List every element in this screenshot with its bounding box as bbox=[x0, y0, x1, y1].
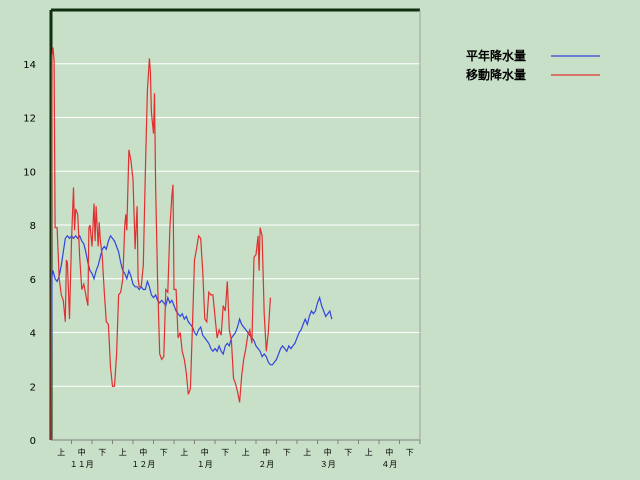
y-tick-label: 8 bbox=[30, 221, 36, 232]
y-tick-label: 10 bbox=[23, 167, 36, 178]
moving-precipitation-line bbox=[50, 47, 271, 441]
x-sub-label: 下 bbox=[406, 448, 414, 457]
y-tick-label: 2 bbox=[30, 382, 36, 393]
legend-label: 平年降水量 bbox=[466, 48, 526, 63]
x-sub-label: 下 bbox=[160, 448, 168, 457]
x-sub-label: 中 bbox=[385, 447, 393, 457]
x-sub-label: 上 bbox=[57, 448, 65, 457]
y-tick-label: 12 bbox=[23, 114, 36, 125]
legend-label: 移動降水量 bbox=[466, 67, 526, 82]
x-sub-label: 上 bbox=[242, 448, 250, 457]
normal-precipitation-line bbox=[50, 234, 333, 441]
x-month-label: ２月 bbox=[258, 460, 274, 469]
x-sub-label: 下 bbox=[344, 448, 352, 457]
x-sub-label: 下 bbox=[283, 448, 291, 457]
x-sub-label: 中 bbox=[201, 447, 209, 457]
x-sub-label: 上 bbox=[365, 448, 373, 457]
x-sub-label: 上 bbox=[303, 448, 311, 457]
x-month-label: １月 bbox=[197, 460, 213, 469]
x-sub-label: 中 bbox=[324, 447, 332, 457]
x-sub-label: 上 bbox=[180, 448, 188, 457]
x-month-label: １２月 bbox=[131, 460, 155, 469]
x-sub-label: 中 bbox=[262, 447, 270, 457]
x-sub-label: 下 bbox=[221, 448, 229, 457]
x-sub-label: 上 bbox=[119, 448, 127, 457]
x-sub-label: 下 bbox=[98, 448, 106, 457]
x-month-label: ３月 bbox=[320, 460, 336, 469]
y-tick-label: 4 bbox=[30, 329, 36, 340]
y-tick-label: 14 bbox=[23, 60, 36, 71]
x-month-label: １１月 bbox=[70, 460, 94, 469]
y-tick-label: 6 bbox=[30, 275, 36, 286]
x-month-label: ４月 bbox=[381, 460, 397, 469]
x-sub-label: 中 bbox=[139, 447, 147, 457]
y-tick-label: 0 bbox=[30, 436, 36, 447]
x-sub-label: 中 bbox=[78, 447, 86, 457]
